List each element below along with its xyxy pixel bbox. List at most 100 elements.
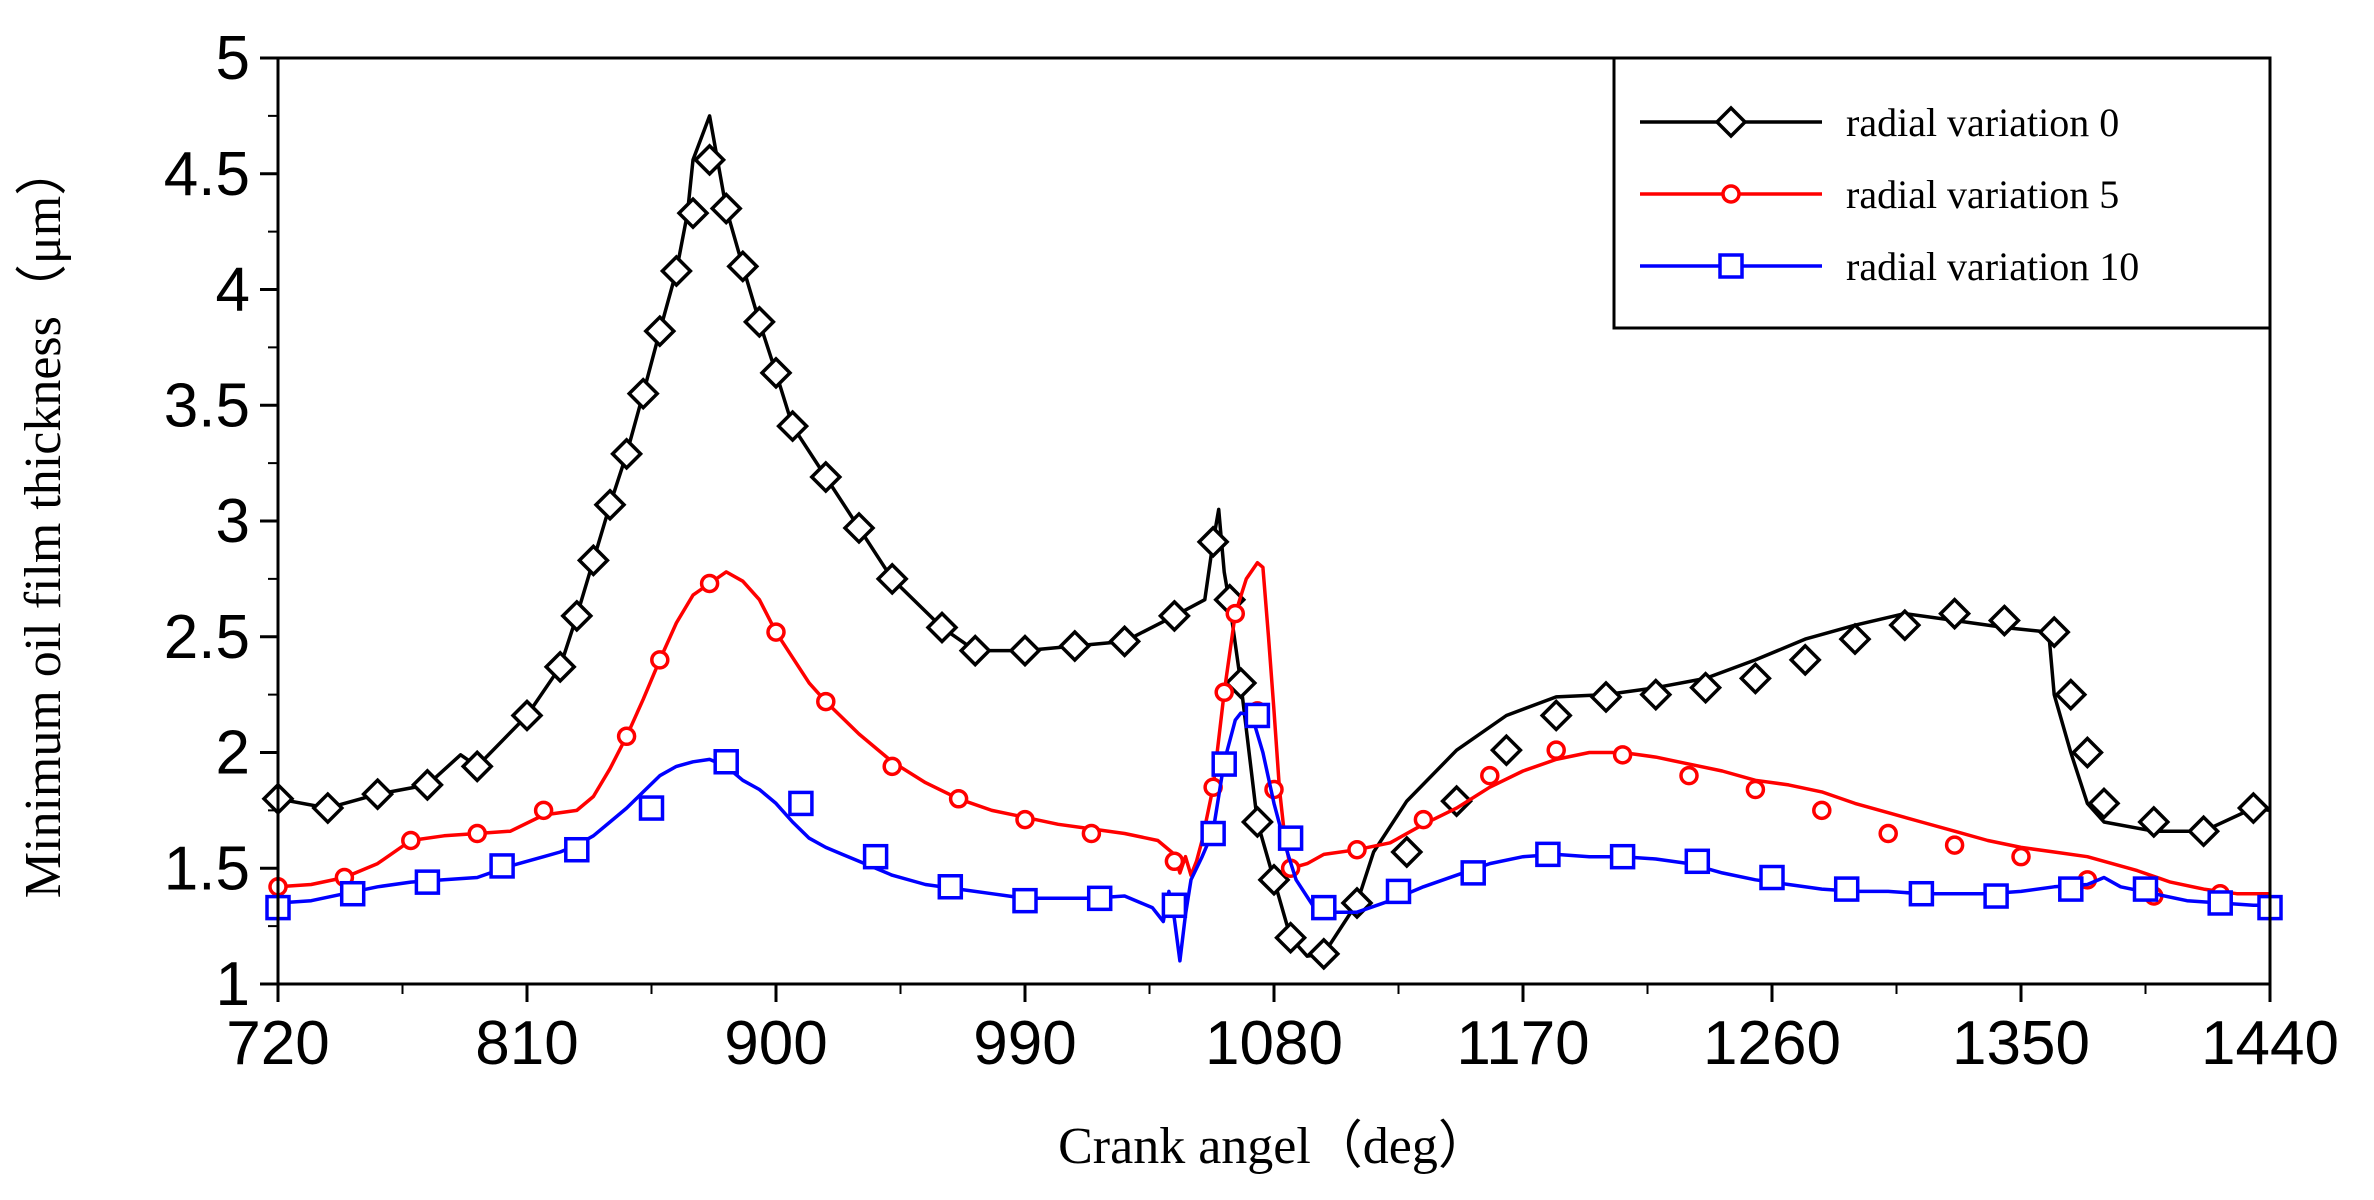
data-point-marker bbox=[925, 611, 959, 644]
data-point-marker bbox=[875, 562, 909, 596]
data-point-marker bbox=[2087, 786, 2121, 820]
data-point-marker bbox=[776, 409, 810, 443]
data-point-marker bbox=[339, 880, 366, 907]
data-point-marker bbox=[1535, 841, 1561, 868]
data-point-marker bbox=[1908, 880, 1935, 907]
ticks: 720 810 900 990 1080 1170 1260 1350 1440 1 1.5 2 2.5… bbox=[164, 24, 2339, 1078]
data-point-marker bbox=[610, 437, 644, 471]
data-point-marker bbox=[1983, 883, 2009, 909]
x-tick-label: 1350 bbox=[1952, 1009, 2090, 1078]
data-point-marker bbox=[1058, 629, 1092, 663]
data-point-marker bbox=[1012, 887, 1038, 914]
legend-item-radial-variation-0: radial variation 0 bbox=[1640, 100, 2119, 145]
data-point-marker bbox=[361, 777, 395, 811]
data-point-marker bbox=[410, 768, 444, 802]
x-tick-label: 1170 bbox=[1456, 1009, 1589, 1078]
data-point-marker bbox=[2011, 846, 2031, 867]
y-axis-title: Minimum oil film thickness（μm） bbox=[15, 144, 72, 898]
data-point-marker bbox=[713, 749, 739, 775]
data-point-marker bbox=[1689, 671, 1723, 705]
y-tick-label: 1.5 bbox=[164, 834, 250, 903]
data-point-marker bbox=[1390, 835, 1424, 869]
data-point-marker bbox=[1833, 876, 1860, 902]
data-point-marker bbox=[533, 800, 554, 821]
data-point-marker bbox=[626, 377, 660, 411]
data-point-marker bbox=[638, 795, 665, 821]
data-point-marker bbox=[1612, 745, 1633, 765]
data-point-marker bbox=[1086, 885, 1113, 912]
legend-label: radial variation 5 bbox=[1846, 172, 2119, 217]
data-point-marker bbox=[1385, 878, 1412, 905]
data-point-marker bbox=[650, 650, 670, 670]
legend-marker bbox=[1721, 184, 1741, 204]
data-point-marker bbox=[1214, 682, 1234, 703]
data-point-marker bbox=[948, 789, 969, 809]
data-point-marker bbox=[1015, 809, 1035, 830]
data-point-marker bbox=[2207, 890, 2233, 916]
data-point-marker bbox=[709, 192, 743, 225]
legend-marker bbox=[1718, 253, 1744, 279]
data-point-marker bbox=[742, 305, 776, 339]
data-point-marker bbox=[1244, 702, 1271, 729]
data-point-marker bbox=[460, 749, 494, 783]
data-point-marker bbox=[564, 836, 590, 863]
data-point-marker bbox=[2058, 876, 2084, 902]
x-axis-title: Crank angel（deg） bbox=[1058, 1118, 1490, 1175]
data-point-marker bbox=[1081, 823, 1102, 844]
data-point-marker bbox=[1539, 698, 1573, 732]
legend: radial variation 0 radial variation 5 radi… bbox=[1612, 56, 2272, 330]
data-point-marker bbox=[1347, 839, 1367, 860]
data-point-marker bbox=[643, 314, 677, 348]
series-radial-variation-0 bbox=[261, 114, 2271, 971]
data-point-marker bbox=[1546, 740, 1566, 760]
data-point-marker bbox=[2187, 814, 2221, 848]
data-point-marker bbox=[937, 874, 964, 900]
x-tick-label: 990 bbox=[973, 1009, 1076, 1078]
y-tick-label: 3 bbox=[216, 487, 250, 556]
data-point-marker bbox=[560, 599, 594, 633]
data-point-marker bbox=[1108, 624, 1142, 658]
data-point-marker bbox=[1759, 864, 1785, 891]
data-point-marker bbox=[1224, 666, 1258, 700]
data-point-marker bbox=[726, 249, 760, 283]
data-point-marker bbox=[842, 511, 876, 545]
data-point-marker bbox=[1589, 680, 1623, 714]
data-point-marker bbox=[414, 869, 441, 895]
x-tick-label: 810 bbox=[475, 1009, 578, 1078]
data-point-marker bbox=[616, 726, 637, 747]
data-point-marker bbox=[766, 622, 786, 642]
data-point-marker bbox=[1277, 825, 1304, 851]
data-point-marker bbox=[2054, 678, 2088, 712]
data-point-marker bbox=[1944, 835, 1965, 855]
data-point-marker bbox=[543, 650, 577, 684]
data-point-marker bbox=[958, 634, 992, 668]
data-point-marker bbox=[1684, 848, 1711, 875]
data-point-marker bbox=[1888, 608, 1922, 642]
data-point-marker bbox=[576, 543, 610, 577]
data-point-marker bbox=[1878, 823, 1898, 844]
data-point-marker bbox=[311, 791, 345, 825]
legend-label: radial variation 10 bbox=[1846, 244, 2139, 289]
data-point-marker bbox=[1440, 784, 1474, 818]
data-point-marker bbox=[699, 573, 720, 594]
data-point-marker bbox=[759, 356, 793, 390]
data-point-marker bbox=[1639, 678, 1673, 712]
x-tick-label: 1260 bbox=[1703, 1009, 1841, 1078]
data-point-marker bbox=[1225, 603, 1246, 624]
data-point-marker bbox=[659, 254, 693, 288]
data-point-marker bbox=[2070, 736, 2104, 769]
data-point-marker bbox=[2132, 876, 2159, 902]
data-point-marker bbox=[1274, 921, 1308, 955]
data-point-marker bbox=[1161, 892, 1188, 919]
data-point-marker bbox=[1008, 634, 1042, 668]
data-point-marker bbox=[1157, 599, 1191, 633]
data-point-marker bbox=[401, 830, 421, 851]
y-tick-label: 3.5 bbox=[164, 371, 250, 440]
data-point-marker bbox=[1240, 805, 1274, 839]
data-point-marker bbox=[2236, 791, 2270, 825]
y-tick-label: 2.5 bbox=[164, 603, 250, 672]
data-point-marker bbox=[2037, 615, 2071, 649]
data-point-marker bbox=[467, 823, 487, 844]
data-point-marker bbox=[1211, 751, 1237, 777]
